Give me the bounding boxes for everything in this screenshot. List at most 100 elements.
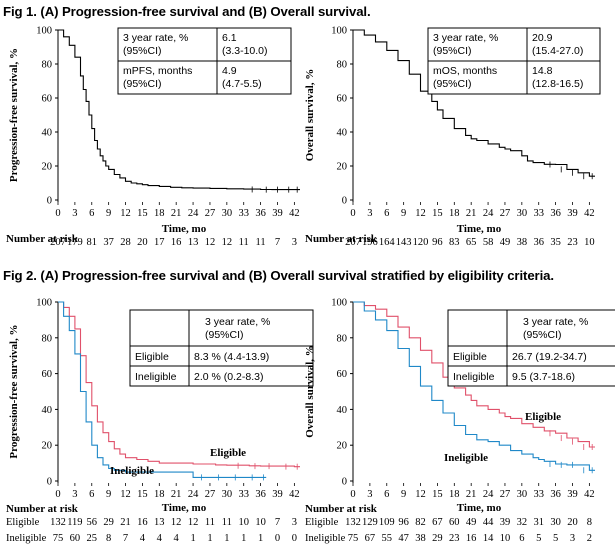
fig2a-risk-count: 11 bbox=[204, 517, 216, 528]
fig2a-table-row-value: 8.3 % (4.4-13.9) bbox=[194, 351, 269, 363]
fig1a-y-tick-label: 100 bbox=[36, 26, 52, 37]
fig2b-table-row-value: 9.5 (3.7-18.6) bbox=[512, 371, 575, 383]
fig1b-risk-count: 35 bbox=[550, 237, 561, 248]
fig2a-y-axis-title: Progression-free survival, % bbox=[8, 324, 20, 458]
fig2a-risk-count: 7 bbox=[122, 533, 129, 544]
fig2a-risk-count: 60 bbox=[69, 533, 81, 544]
fig2b-risk-count: 55 bbox=[381, 533, 393, 544]
fig2b-x-tick-label: 24 bbox=[483, 489, 494, 500]
fig2b-risk-count: 8 bbox=[586, 517, 592, 528]
fig2b-risk-count: 38 bbox=[415, 533, 426, 544]
fig1b-y-tick-label: 40 bbox=[337, 128, 348, 139]
fig2b-risk-count: 32 bbox=[516, 517, 528, 528]
fig2b-risk-count: 44 bbox=[482, 517, 494, 528]
fig2b-risk-count: 31 bbox=[533, 517, 544, 528]
fig1b-number-at-risk-label: Number at risk bbox=[305, 233, 377, 245]
fig2a-risk-count: 1 bbox=[224, 533, 230, 544]
fig1a-table-row-label: mPFS, months bbox=[123, 65, 192, 77]
fig1a-x-tick-label: 6 bbox=[89, 208, 94, 219]
fig2b-risk-count: 109 bbox=[378, 517, 395, 528]
fig1a-risk-count: 207 bbox=[50, 237, 66, 248]
fig1b-risk-count: 96 bbox=[432, 237, 443, 248]
fig2a-y-tick-label: 60 bbox=[42, 369, 53, 380]
fig2b-x-tick-label: 39 bbox=[567, 489, 578, 500]
fig2b-series-ineligible-line bbox=[353, 301, 595, 471]
fig2b-risk-count: 67 bbox=[432, 517, 443, 528]
fig1a-y-tick-label: 60 bbox=[42, 94, 53, 105]
fig1b-x-axis-title: Time, mo bbox=[457, 223, 502, 235]
fig2b-x-tick-label: 0 bbox=[350, 489, 355, 500]
fig2a-risk-count: 12 bbox=[170, 517, 182, 528]
fig2b-x-tick-label: 36 bbox=[550, 489, 561, 500]
fig2b-risk-count: 2 bbox=[586, 533, 592, 544]
fig2b-x-tick-label: 15 bbox=[432, 489, 443, 500]
fig2b-x-tick-label: 33 bbox=[533, 489, 544, 500]
fig1a-x-tick-label: 42 bbox=[289, 208, 300, 219]
fig2b-risk-count: 16 bbox=[465, 533, 477, 544]
fig1a-table-row-label: (95%CI) bbox=[123, 45, 162, 57]
fig1a-x-tick-label: 30 bbox=[222, 208, 233, 219]
fig1b-x-tick-label: 9 bbox=[401, 208, 406, 219]
fig2b-risk-count: 49 bbox=[465, 517, 477, 528]
fig2a-x-tick-label: 15 bbox=[137, 489, 148, 500]
fig2b-y-tick-label: 20 bbox=[337, 441, 348, 452]
fig2a-risk-count: 1 bbox=[241, 533, 247, 544]
fig1b-risk-count: 196 bbox=[362, 237, 378, 248]
fig1b-risk-count: 164 bbox=[378, 237, 395, 248]
fig1a-y-tick-label: 80 bbox=[42, 60, 53, 71]
fig2a-table-row-label: Ineligible bbox=[135, 371, 177, 383]
fig2a-series-ineligible-line bbox=[58, 301, 267, 478]
fig1a-x-tick-label: 24 bbox=[188, 208, 199, 219]
fig1a-risk-count: 13 bbox=[187, 237, 199, 248]
fig2a-risk-count: 1 bbox=[257, 533, 264, 544]
fig1b-x-tick-label: 27 bbox=[500, 208, 511, 219]
fig1a-series-all-patients-line bbox=[58, 29, 300, 191]
fig1a-table-row-value: 4.9 bbox=[222, 65, 237, 77]
fig1a-x-tick-label: 33 bbox=[238, 208, 249, 219]
fig2a-y-tick-label: 40 bbox=[42, 405, 53, 416]
fig2b-table-header-text: (95%CI) bbox=[523, 329, 562, 341]
fig2b-y-tick-label: 40 bbox=[337, 405, 348, 416]
fig1b-risk-count: 143 bbox=[395, 237, 412, 248]
fig1a-x-tick-label: 27 bbox=[205, 208, 216, 219]
fig1a-table-row-value: 6.1 bbox=[222, 32, 237, 44]
fig2b-x-tick-label: 42 bbox=[584, 489, 595, 500]
fig2b-risk-count: 132 bbox=[345, 517, 361, 528]
fig1a-x-tick-label: 21 bbox=[171, 208, 182, 219]
fig2a-x-tick-label: 6 bbox=[89, 489, 94, 500]
fig2a-x-tick-label: 30 bbox=[222, 489, 233, 500]
fig1b-x-tick-label: 30 bbox=[517, 208, 528, 219]
fig2a-x-tick-label: 27 bbox=[205, 489, 216, 500]
fig1b-y-tick-label: 80 bbox=[337, 60, 348, 71]
fig1a-x-tick-label: 9 bbox=[106, 208, 111, 219]
fig2a-x-tick-label: 9 bbox=[106, 489, 111, 500]
fig1a-table-row-label: 3 year rate, % bbox=[123, 32, 188, 44]
fig1b-x-tick-label: 15 bbox=[432, 208, 443, 219]
fig1a-risk-count: 179 bbox=[67, 237, 83, 248]
fig2b-risk-count: 6 bbox=[519, 533, 525, 544]
fig1b-x-tick-label: 6 bbox=[384, 208, 389, 219]
fig2b-risk-count: 20 bbox=[567, 517, 578, 528]
fig1b-y-tick-label: 60 bbox=[337, 94, 348, 105]
fig2b-risk-count: 39 bbox=[499, 517, 511, 528]
fig1-title: Fig 1. (A) Progression-free survival and… bbox=[3, 4, 371, 19]
fig2a-table-header-text: 3 year rate, % bbox=[205, 316, 270, 328]
fig1a-x-tick-label: 36 bbox=[255, 208, 266, 219]
fig2a-risk-row-label: Ineligible bbox=[6, 533, 47, 544]
fig1b-table-row-value: (15.4-27.0) bbox=[532, 45, 583, 57]
fig2b-number-at-risk-label: Number at risk bbox=[305, 503, 377, 515]
fig2a-x-tick-label: 39 bbox=[272, 489, 283, 500]
fig1b-risk-count: 58 bbox=[482, 237, 494, 248]
fig1b-y-tick-label: 0 bbox=[342, 196, 347, 207]
fig1b-y-tick-label: 100 bbox=[331, 26, 347, 37]
fig2b-ineligible-curve-label: Ineligible bbox=[444, 452, 488, 464]
fig2a-x-tick-label: 0 bbox=[55, 489, 60, 500]
fig2b-risk-count: 29 bbox=[432, 533, 443, 544]
fig1b-x-tick-label: 33 bbox=[533, 208, 544, 219]
fig1b-x-tick-label: 3 bbox=[367, 208, 372, 219]
fig2a-risk-count: 21 bbox=[120, 517, 131, 528]
fig1a-risk-count: 7 bbox=[274, 237, 281, 248]
fig2a-risk-count: 0 bbox=[274, 533, 281, 544]
fig1a-risk-count: 37 bbox=[103, 237, 114, 248]
